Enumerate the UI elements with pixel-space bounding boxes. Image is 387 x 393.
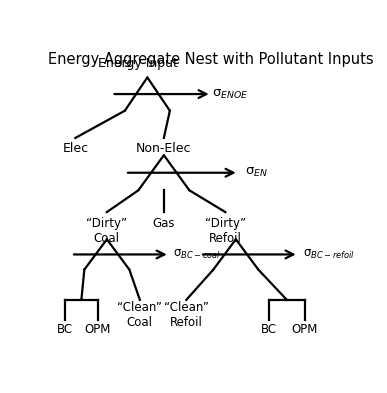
Text: Gas: Gas — [152, 217, 175, 230]
Text: Energy Aggregate Nest with Pollutant Inputs: Energy Aggregate Nest with Pollutant Inp… — [48, 52, 374, 67]
Text: “Clean”
Coal: “Clean” Coal — [117, 301, 162, 329]
Text: “Dirty”
Coal: “Dirty” Coal — [86, 217, 127, 244]
Text: $\mathregular{\sigma}_{ENOE}$: $\mathregular{\sigma}_{ENOE}$ — [212, 88, 248, 101]
Text: BC: BC — [57, 323, 73, 336]
Text: $\mathregular{\sigma}_{BC-refoil}$: $\mathregular{\sigma}_{BC-refoil}$ — [303, 248, 355, 261]
Text: “Dirty”
Refoil: “Dirty” Refoil — [205, 217, 246, 244]
Text: $\mathregular{\sigma}_{EN}$: $\mathregular{\sigma}_{EN}$ — [245, 166, 268, 179]
Text: Elec: Elec — [62, 143, 89, 156]
Text: OPM: OPM — [292, 323, 318, 336]
Text: $\mathregular{\sigma}_{BC-coal}$: $\mathregular{\sigma}_{BC-coal}$ — [173, 248, 221, 261]
Text: BC: BC — [261, 323, 277, 336]
Text: OPM: OPM — [85, 323, 111, 336]
Text: Energy Input: Energy Input — [98, 57, 178, 70]
Text: Non-Elec: Non-Elec — [136, 143, 192, 156]
Text: “Clean”
Refoil: “Clean” Refoil — [164, 301, 209, 329]
